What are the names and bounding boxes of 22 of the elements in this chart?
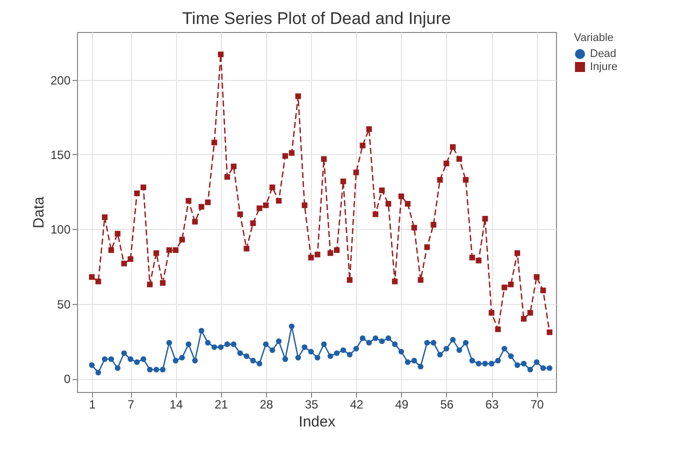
chart-title: Time Series Plot of Dead and Injure — [182, 9, 451, 28]
legend-label: Injure — [590, 61, 618, 73]
x-tick-label: 42 — [350, 398, 364, 412]
x-tick-label: 63 — [485, 398, 500, 412]
x-tick-label: 14 — [169, 398, 184, 412]
x-tick-label: 21 — [214, 398, 228, 412]
x-tick-label: 7 — [128, 398, 135, 412]
x-tick-label: 70 — [530, 398, 544, 412]
y-axis-title: Data — [30, 196, 48, 228]
y-tick-label: 50 — [57, 297, 71, 312]
x-tick-label: 35 — [304, 398, 319, 412]
y-tick-label: 200 — [50, 73, 71, 88]
y-tick-label: 0 — [64, 372, 71, 386]
x-tick-label: 56 — [440, 398, 454, 412]
x-tick-label: 49 — [395, 398, 409, 412]
x-axis-title: Index — [298, 414, 336, 430]
legend-label: Dead — [590, 48, 616, 60]
legend-title: Variable — [574, 32, 614, 44]
y-tick-label: 100 — [50, 222, 71, 237]
x-tick-label: 28 — [260, 398, 274, 412]
y-tick-label: 150 — [50, 148, 71, 162]
x-tick-label: 1 — [88, 398, 96, 412]
